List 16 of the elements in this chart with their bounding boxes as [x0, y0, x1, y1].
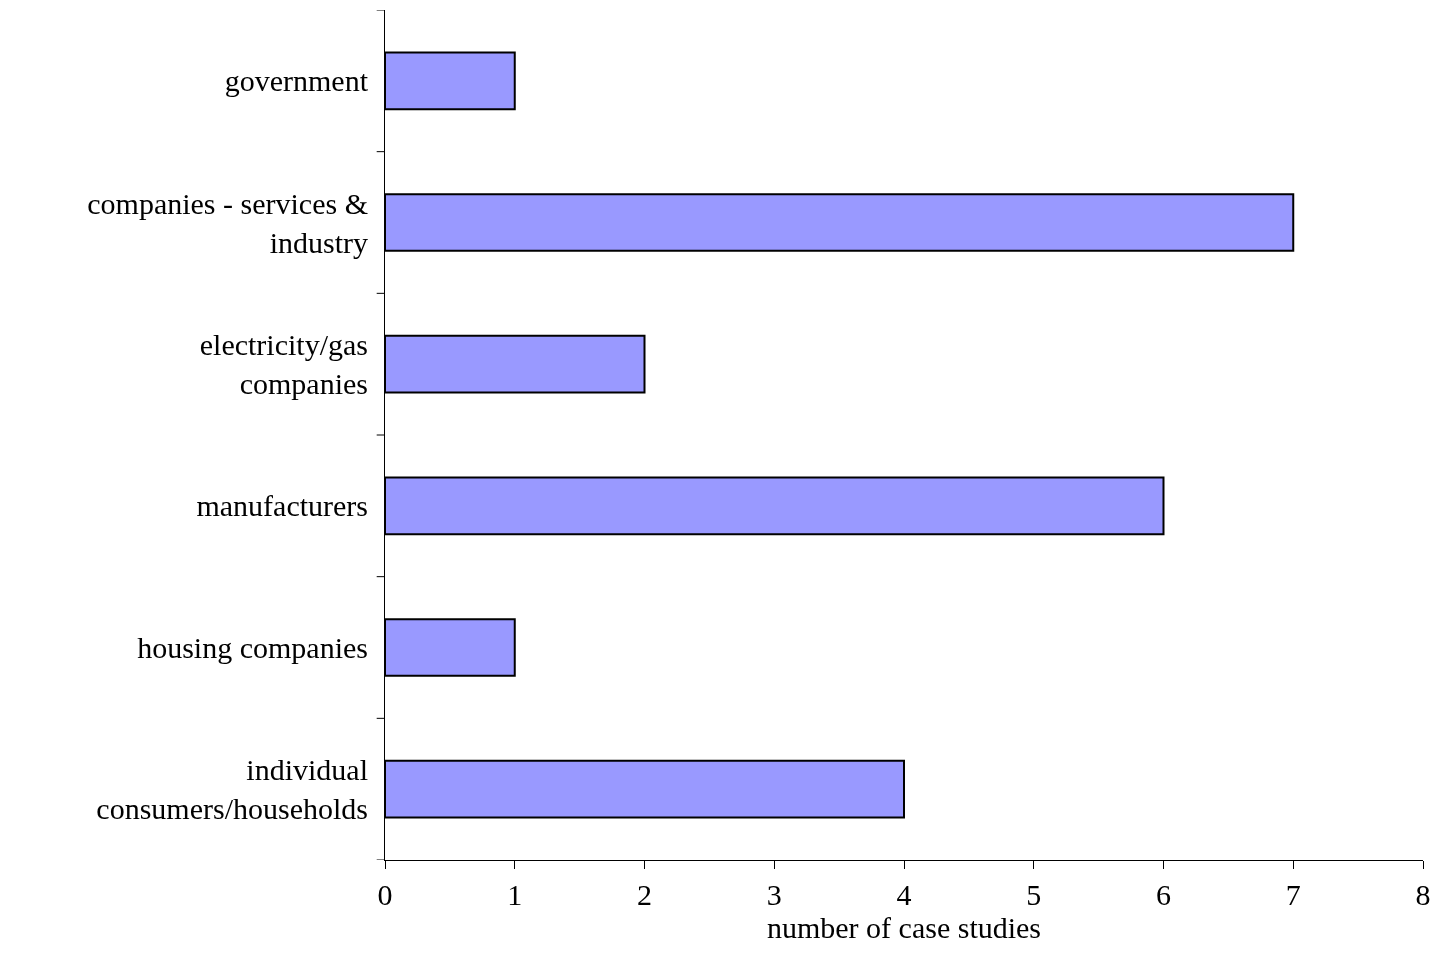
- y-tick-label: companies - services & industry: [87, 186, 368, 259]
- x-tick-label: 7: [1285, 878, 1301, 911]
- x-tick-label: 3: [766, 878, 782, 911]
- x-tick-label: 6: [1156, 878, 1171, 911]
- x-axis-title: number of case studies: [766, 911, 1042, 944]
- y-tick-label: government: [224, 64, 369, 98]
- x-tick-label: 4: [896, 878, 912, 911]
- x-tick-label: 5: [1026, 878, 1042, 911]
- x-tick-label: 2: [637, 878, 652, 911]
- y-tick-label: individual consumers/households: [96, 753, 368, 826]
- x-tick-label: 0: [377, 878, 393, 911]
- x-tick-label: 1: [507, 878, 523, 911]
- x-tick-label: 8: [1415, 878, 1431, 911]
- y-tick-label: housing companies: [137, 631, 368, 664]
- y-tick-label: manufacturers: [196, 489, 368, 523]
- y-tick-label: electricity/gas companies: [199, 328, 368, 401]
